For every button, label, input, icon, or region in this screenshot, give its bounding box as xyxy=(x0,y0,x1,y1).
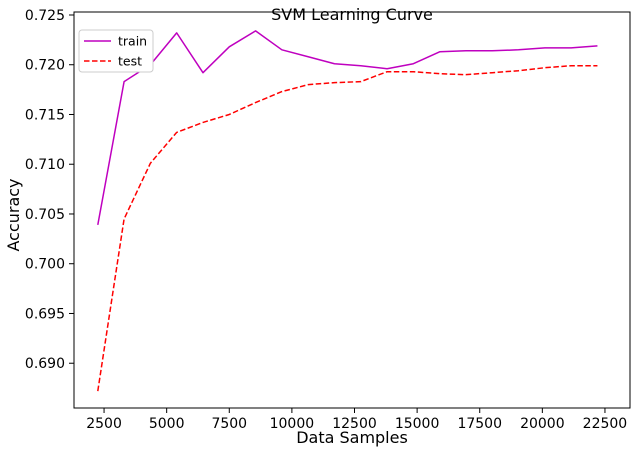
series-line-test xyxy=(97,64,598,392)
plot-frame xyxy=(73,11,631,409)
plot-lines xyxy=(97,30,598,392)
legend-label-train: train xyxy=(118,34,147,49)
x-tick-label: 17500 xyxy=(457,416,502,432)
y-tick-label: 0.705 xyxy=(25,207,65,223)
x-tick-label: 2500 xyxy=(86,416,122,432)
series-line-train xyxy=(97,30,598,226)
y-tick-label: 0.700 xyxy=(25,257,65,273)
x-tick-label: 10000 xyxy=(270,416,315,432)
y-axis-ticks: 0.690 0.695 0.700 0.705 0.710 0.715 0.720 0.725 xyxy=(25,8,74,372)
x-tick-label: 5000 xyxy=(149,416,185,432)
x-axis-ticks: 2500 5000 7500 10000 12500 15000 17500 20000 225… xyxy=(86,408,627,432)
y-tick-label: 0.725 xyxy=(25,8,65,24)
x-tick-label: 20000 xyxy=(520,416,565,432)
chart-title: SVM Learning Curve xyxy=(271,5,433,24)
y-tick-label: 0.715 xyxy=(25,107,65,123)
legend-label-test: test xyxy=(118,54,142,69)
y-tick-label: 0.695 xyxy=(25,306,65,322)
x-tick-label: 15000 xyxy=(395,416,440,432)
x-tick-label: 12500 xyxy=(332,416,377,432)
y-tick-label: 0.720 xyxy=(25,58,65,74)
x-tick-label: 7500 xyxy=(211,416,247,432)
y-axis-title: Accuracy xyxy=(4,178,23,251)
y-tick-label: 0.710 xyxy=(25,157,65,173)
x-axis-title: Data Samples xyxy=(296,428,408,447)
y-tick-label: 0.690 xyxy=(25,356,65,372)
x-tick-label: 22500 xyxy=(583,416,628,432)
legend: train test xyxy=(78,29,154,73)
